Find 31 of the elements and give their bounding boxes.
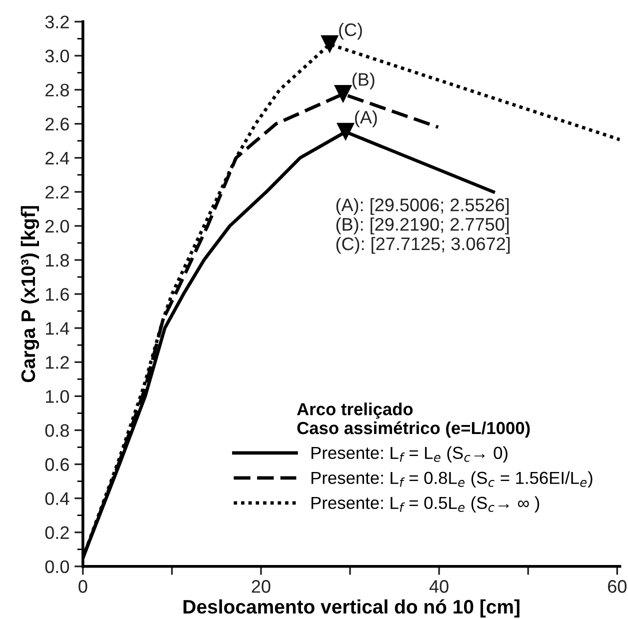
x-tick-label: 20 [252,580,270,593]
y-tick-label: 3.2 [45,16,69,28]
y-tick-label: 2.0 [46,220,69,233]
legend-label: Presente: L$_{f}$ = 0.5L$_{e}$ (S$_{c}$→ ∞ ) [312,496,540,512]
y-tick-label: 1.4 [46,322,70,335]
y-tick-label: 2.8 [46,84,69,96]
annotation: (A): [29.5006; 2.5526] (B): [29.2190; 2.7750] (C): [27.7125; 3.0672] [336,198,510,254]
annotation: (C) [339,22,362,40]
y-tick-label: 1.0 [46,390,69,403]
x-axis-title: Deslocamento vertical do nó 10 [cm] [184,599,520,618]
legend-label: Presente: L$_{f}$ = L$_{e}$ (S$_{c}$→ 0) [312,446,508,462]
legend-title: Arco treliçado Caso assimétrico (e=L/1000) [297,402,530,438]
y-tick-label: 2.2 [46,186,69,198]
y-tick-label: 1.6 [46,288,69,301]
y-tick-label: 1.2 [46,356,69,369]
y-tick-label: 0.0 [45,560,69,574]
y-tick-label: 1.8 [46,254,69,267]
y-axis-title: Carga P (x10³) [kgf] [20,206,40,382]
annotation: (A) [355,110,377,128]
y-tick-label: 0.2 [45,526,69,540]
y-tick-label: 0.6 [45,458,69,471]
x-tick-label: 0 [78,580,88,593]
x-tick-label: 40 [429,580,448,593]
x-tick-label: 60 [608,580,626,593]
y-tick-label: 3.0 [45,50,69,62]
y-tick-label: 2.6 [46,118,69,131]
y-tick-label: 2.4 [46,152,70,164]
annotation: (B) [352,72,374,90]
text: Presente: L$_{f}$ = 0.8L$_{e}$ (S$_{c}$ = 1.56EI/L$_{e}$) [312,471,592,488]
y-tick-label: 0.4 [45,492,70,506]
y-tick-label: 0.8 [45,424,69,437]
